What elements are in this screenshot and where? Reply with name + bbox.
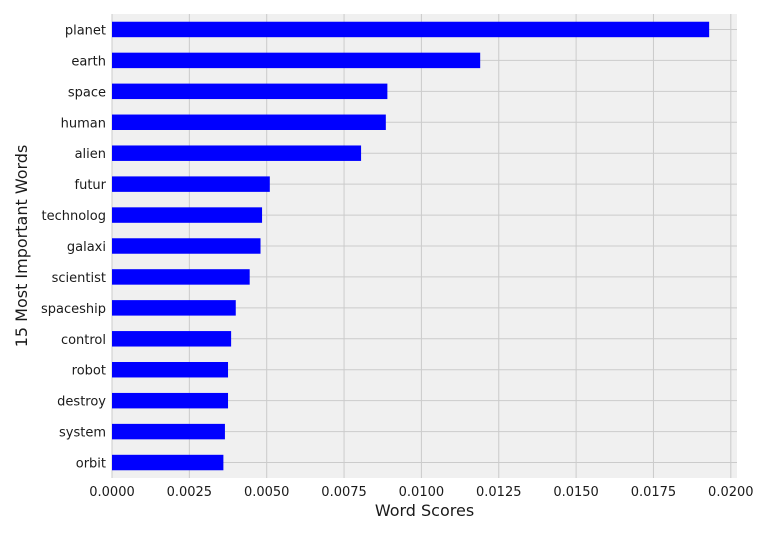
x-tick-label: 0.0200 — [708, 485, 754, 500]
bar-planet — [112, 21, 710, 38]
bar-futur — [112, 176, 270, 192]
y-tick-label: control — [61, 333, 106, 348]
y-tick-label: futur — [75, 178, 107, 193]
bar-spaceship — [112, 300, 236, 316]
x-axis-title: Word Scores — [375, 501, 474, 520]
x-tick-label: 0.0000 — [89, 485, 135, 500]
x-tick-label: 0.0075 — [321, 485, 367, 500]
x-tick-label: 0.0175 — [631, 485, 677, 500]
bar-scientist — [112, 269, 250, 285]
bar-system — [112, 423, 225, 440]
y-tick-label: scientist — [52, 271, 106, 286]
bar-space — [112, 83, 388, 100]
x-tick-label: 0.0125 — [476, 485, 522, 500]
y-tick-label: technolog — [42, 209, 107, 224]
bar-destroy — [112, 392, 229, 409]
y-tick-label: alien — [75, 147, 106, 162]
bar-robot — [112, 362, 229, 378]
y-tick-label: earth — [71, 54, 106, 69]
y-tick-label: destroy — [57, 395, 106, 410]
y-tick-label: orbit — [76, 457, 106, 472]
x-tick-label: 0.0150 — [553, 485, 599, 500]
y-tick-label: space — [68, 85, 106, 100]
y-tick-labels: planet earth space human alien futur technolog… — [41, 23, 107, 471]
y-tick-label: robot — [72, 364, 106, 379]
bar-galaxi — [112, 238, 261, 254]
y-tick-label: human — [61, 116, 106, 131]
x-tick-label: 0.0025 — [167, 485, 213, 500]
bar-earth — [112, 52, 481, 69]
y-axis-title: 15 Most Important Words — [12, 145, 31, 348]
x-tick-labels: 0.0000 0.0025 0.0050 0.0075 0.0100 0.0125 0.01… — [89, 485, 753, 500]
bar-technolog — [112, 207, 263, 223]
bar-human — [112, 114, 386, 130]
bar-alien — [112, 145, 362, 161]
y-tick-label: system — [59, 426, 106, 441]
y-tick-label: galaxi — [67, 240, 106, 255]
bars — [112, 21, 710, 471]
bar-control — [112, 331, 232, 347]
bar-orbit — [112, 454, 224, 471]
y-tick-label: planet — [65, 23, 106, 38]
x-tick-label: 0.0050 — [244, 485, 290, 500]
x-tick-label: 0.0100 — [399, 485, 445, 500]
y-tick-label: spaceship — [41, 302, 106, 317]
